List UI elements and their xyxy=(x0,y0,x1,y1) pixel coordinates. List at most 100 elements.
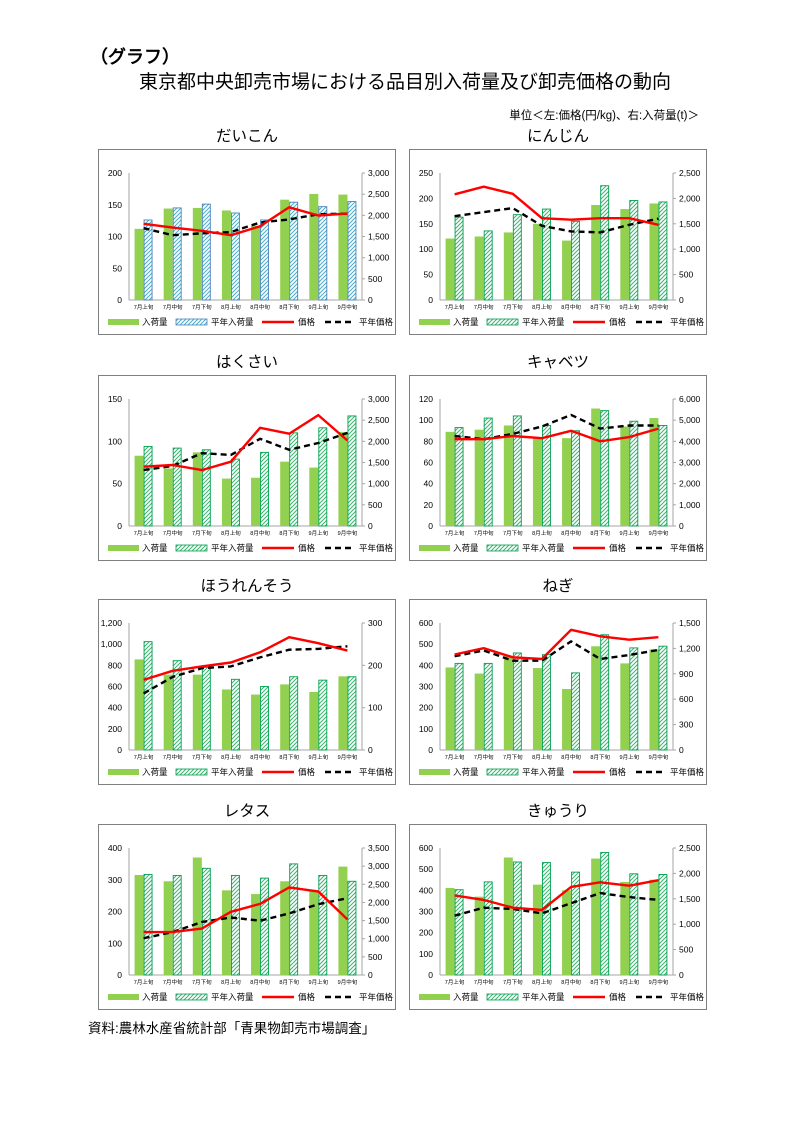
x-axis-tick-label: 8月下旬 xyxy=(279,529,299,537)
normal-volume-bar xyxy=(512,415,522,527)
normal-volume-bar xyxy=(629,199,639,301)
right-axis-tick-label: 3,500 xyxy=(368,843,390,853)
right-axis-tick-label: 1,500 xyxy=(368,916,390,926)
legend-volume-label: 入荷量 xyxy=(142,992,168,1002)
x-axis-tick-label: 9月上旬 xyxy=(620,529,640,537)
normal-volume-bar xyxy=(201,203,211,301)
right-axis-tick-label: 2,500 xyxy=(679,843,701,853)
legend-volume-label: 入荷量 xyxy=(453,992,479,1002)
volume-bar xyxy=(163,468,173,526)
normal-volume-bar xyxy=(483,662,493,751)
normal-volume-bar xyxy=(143,445,153,527)
normal-volume-bar xyxy=(541,208,551,301)
price-line xyxy=(143,413,349,472)
x-axis-tick-label: 7月中旬 xyxy=(163,529,183,537)
volume-bar xyxy=(620,663,630,750)
normal-volume-bar xyxy=(318,874,328,976)
x-axis-tick-label: 8月下旬 xyxy=(590,529,610,537)
right-axis-tick-label: 300 xyxy=(368,618,382,628)
legend-volume-label: 入荷量 xyxy=(453,317,479,327)
x-axis-tick-label: 8月上旬 xyxy=(532,529,552,537)
normal-volume-bar xyxy=(143,641,153,751)
volume-bar xyxy=(134,659,144,750)
legend-price-label: 価格 xyxy=(609,767,627,777)
legend-normal-price-label: 平年価格 xyxy=(670,317,705,327)
price-line xyxy=(143,636,348,682)
x-axis-tick-label: 8月中旬 xyxy=(250,529,270,537)
right-axis-tick-label: 0 xyxy=(368,295,373,305)
page-title: 東京都中央卸売市場における品目別入荷量及び卸売価格の動向 xyxy=(138,72,671,93)
x-axis-tick-label: 9月中旬 xyxy=(649,978,669,986)
price-line xyxy=(454,879,659,912)
normal-volume-bar xyxy=(600,634,610,751)
volume-bar xyxy=(221,210,231,300)
chart-panel-cucumber: きゅうり 0 100 200 300 400 500 600 0 500 1,000 1,500 2,… xyxy=(409,802,707,1010)
chart-panel-cabbage: キャベツ 0 20 40 60 80 100 120 0 1,000 2,000 3,000 4,00… xyxy=(409,353,707,561)
left-axis-tick-label: 400 xyxy=(419,885,433,895)
volume-bar xyxy=(309,692,319,750)
legend-normal-volume-swatch xyxy=(175,318,208,326)
left-axis-tick-label: 400 xyxy=(108,843,122,853)
left-axis-tick-label: 250 xyxy=(419,168,433,178)
left-axis-tick-label: 300 xyxy=(108,875,122,885)
x-axis-tick-label: 9月上旬 xyxy=(620,978,640,986)
x-axis-tick-label: 7月上旬 xyxy=(134,529,154,537)
normal-volume-bar xyxy=(541,654,551,751)
right-axis-tick-label: 0 xyxy=(679,295,684,305)
right-axis-tick-label: 0 xyxy=(368,970,373,980)
x-axis-tick-label: 8月中旬 xyxy=(561,529,581,537)
normal-volume-bar xyxy=(172,660,182,751)
x-axis-tick-label: 9月中旬 xyxy=(649,303,669,311)
legend-normal-volume-swatch xyxy=(175,993,208,1001)
normal-volume-bar xyxy=(483,417,493,527)
x-axis-tick-label: 7月上旬 xyxy=(134,978,154,986)
x-axis-tick-label: 8月下旬 xyxy=(279,303,299,311)
right-axis-tick-label: 1,500 xyxy=(679,894,701,904)
normal-volume-bar xyxy=(541,425,551,527)
x-axis-tick-label: 7月上旬 xyxy=(445,753,465,761)
right-axis-tick-label: 600 xyxy=(679,694,693,704)
left-axis-tick-label: 150 xyxy=(419,219,433,229)
x-axis-tick-label: 8月上旬 xyxy=(532,978,552,986)
x-axis-tick-label: 9月上旬 xyxy=(309,303,329,311)
price-line xyxy=(143,206,348,237)
x-axis-tick-label: 7月下旬 xyxy=(503,753,523,761)
right-axis-tick-label: 0 xyxy=(679,745,684,755)
normal-volume-bar xyxy=(347,880,357,976)
volume-bar xyxy=(280,684,290,750)
x-axis-tick-label: 7月上旬 xyxy=(445,978,465,986)
chart-panel-ninjin: にんじん 0 50 100 150 200 250 0 500 1,000 1,500 2,000 2… xyxy=(409,127,707,335)
legend-normal-price-label: 平年価格 xyxy=(670,767,705,777)
normal-volume-bar xyxy=(512,861,522,976)
normal-volume-bar xyxy=(629,420,639,527)
left-axis-tick-label: 80 xyxy=(424,436,434,446)
chart-cabbage: 0 20 40 60 80 100 120 0 1,000 2,000 3,000 4,000 5,00… xyxy=(419,394,705,553)
chart-lettuce: 0 100 200 300 400 0 500 1,000 1,500 2,000 2,500 3,0… xyxy=(108,843,394,1002)
chart-ninjin: 0 50 100 150 200 250 0 500 1,000 1,500 2,000 2,500 7… xyxy=(419,168,705,327)
legend-volume-swatch xyxy=(108,545,139,551)
volume-bar xyxy=(251,694,261,750)
left-axis-tick-label: 400 xyxy=(419,660,433,670)
normal-volume-bar xyxy=(454,889,464,976)
right-axis-tick-label: 0 xyxy=(368,521,373,531)
x-axis-tick-label: 8月上旬 xyxy=(532,753,552,761)
x-axis-tick-label: 7月下旬 xyxy=(192,303,212,311)
x-axis-tick-label: 9月上旬 xyxy=(309,529,329,537)
chart-title: きゅうり xyxy=(526,803,589,820)
chart-frame: 0 200 400 600 800 1,000 1,200 0 100 200 300 7月上旬 7月中… xyxy=(98,599,396,785)
right-axis-tick-label: 0 xyxy=(679,970,684,980)
left-axis-tick-label: 100 xyxy=(419,244,433,254)
chart-frame: 0 50 100 150 200 250 0 500 1,000 1,500 2,000 2,500 7… xyxy=(409,149,707,335)
chart-hakusai: 0 50 100 150 0 500 1,000 1,500 2,000 2,500 3,000 7月… xyxy=(108,394,394,553)
x-axis-tick-label: 8月上旬 xyxy=(221,978,241,986)
chart-panel-hakusai: はくさい 0 50 100 150 0 500 1,000 1,500 2,000 2,500 3,… xyxy=(98,353,396,561)
normal-volume-bar xyxy=(454,427,464,527)
volume-bar xyxy=(503,857,513,975)
right-axis-tick-label: 1,000 xyxy=(679,244,701,254)
normal-volume-bar xyxy=(318,206,328,301)
x-axis-tick-label: 9月中旬 xyxy=(338,978,358,986)
volume-bar xyxy=(532,437,542,526)
normal-price-line xyxy=(143,431,348,472)
legend-normal-price-label: 平年価格 xyxy=(670,992,705,1002)
right-axis-tick-label: 500 xyxy=(368,274,382,284)
